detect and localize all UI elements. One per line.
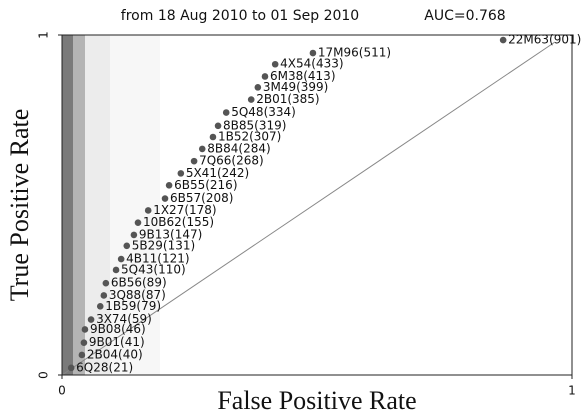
point (254, 84, 262, 91)
point (134, 219, 142, 226)
point-label: 6B55(216) (174, 178, 237, 192)
point-label: 4B11(121) (126, 252, 189, 266)
chart-title: from 18 Aug 2010 to 01 Sep 2010 (121, 8, 359, 24)
chart-subtitle: AUC=0.768 (424, 8, 505, 24)
point-label: 10B62(155) (143, 215, 214, 229)
point-label: 1B52(307) (218, 130, 281, 144)
point-label: 9B13(147) (139, 227, 202, 241)
point-label: 5Q48(334) (231, 105, 296, 119)
point-label: 9B08(46) (90, 322, 146, 336)
y-axis-label: True Positive Rate (5, 109, 34, 302)
point-label: 3Q88(87) (109, 288, 166, 302)
band (62, 35, 73, 375)
point (80, 339, 88, 347)
point-label: 22M63(901) (508, 33, 581, 47)
point (222, 109, 230, 116)
point (499, 36, 507, 44)
point-label: 4X54(433) (280, 57, 343, 71)
point-label: 8B85(319) (223, 118, 286, 132)
y-tick-label: 0 (37, 371, 51, 379)
point-label: 3M49(399) (263, 80, 329, 94)
point (309, 49, 317, 57)
point-label: 2B01(385) (256, 92, 319, 106)
point (102, 279, 110, 287)
point (81, 326, 89, 333)
point (209, 133, 217, 141)
point (214, 122, 222, 130)
point-label: 8B84(284) (207, 141, 270, 155)
point (261, 73, 269, 80)
point (96, 303, 104, 310)
point-label: 6Q28(21) (76, 360, 133, 374)
point (144, 207, 152, 214)
point-label: 6M38(413) (270, 69, 336, 83)
point (198, 145, 206, 153)
point-label: 6B56(89) (111, 276, 167, 290)
point (177, 170, 185, 177)
point (165, 181, 173, 189)
point-label: 5B29(131) (132, 238, 195, 252)
point (112, 266, 120, 274)
x-tick-label: 1 (568, 384, 576, 398)
point-label: 3X74(59) (96, 312, 152, 326)
x-tick-label: 0 (58, 384, 66, 398)
point-label: 9B01(41) (89, 335, 145, 349)
point (247, 96, 255, 103)
x-axis-label: False Positive Rate (217, 386, 416, 415)
point (190, 157, 198, 165)
point-label: 2B04(40) (87, 347, 143, 361)
point-label: 5X41(242) (186, 166, 249, 180)
point-label: 17M96(511) (318, 46, 391, 60)
point-label: 1X27(178) (153, 203, 216, 217)
point-label: 7Q66(268) (199, 154, 264, 168)
point (117, 255, 125, 263)
point (78, 351, 86, 359)
plot-frame (61, 34, 573, 376)
point (161, 195, 169, 202)
point-label: 6B57(208) (170, 191, 233, 205)
y-tick-label: 1 (37, 31, 51, 39)
point-label: 5Q43(110) (121, 262, 186, 276)
point (130, 231, 138, 239)
point (100, 292, 108, 299)
point (271, 60, 279, 68)
point (67, 364, 75, 372)
point (123, 242, 131, 250)
point-label: 1B59(79) (105, 299, 161, 313)
point (87, 316, 95, 323)
diagonal (61, 41, 556, 376)
